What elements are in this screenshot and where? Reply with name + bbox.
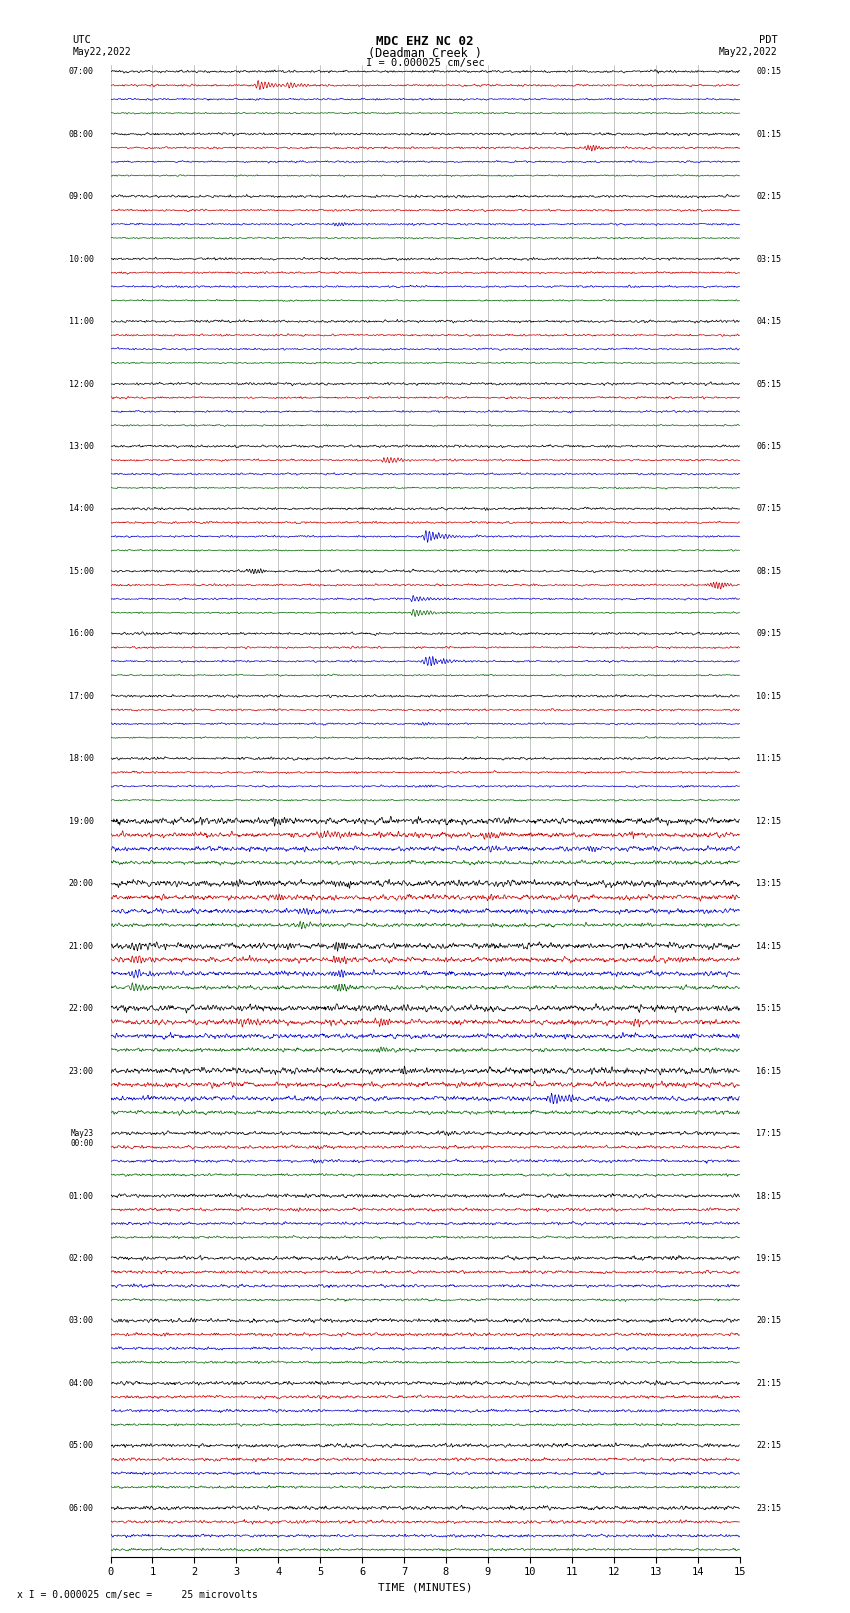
Text: 06:15: 06:15 (756, 442, 781, 452)
Text: 19:00: 19:00 (69, 816, 94, 826)
Text: 04:00: 04:00 (69, 1379, 94, 1387)
Text: 02:00: 02:00 (69, 1253, 94, 1263)
Text: 08:00: 08:00 (69, 129, 94, 139)
Text: 19:15: 19:15 (756, 1253, 781, 1263)
Text: 20:15: 20:15 (756, 1316, 781, 1326)
Text: 06:00: 06:00 (69, 1503, 94, 1513)
Text: 18:15: 18:15 (756, 1192, 781, 1200)
Text: 20:00: 20:00 (69, 879, 94, 889)
Text: 13:00: 13:00 (69, 442, 94, 452)
Text: May22,2022: May22,2022 (719, 47, 778, 56)
Text: x I = 0.000025 cm/sec =     25 microvolts: x I = 0.000025 cm/sec = 25 microvolts (17, 1590, 258, 1600)
X-axis label: TIME (MINUTES): TIME (MINUTES) (377, 1582, 473, 1592)
Text: 03:15: 03:15 (756, 255, 781, 263)
Text: 04:15: 04:15 (756, 318, 781, 326)
Text: 02:15: 02:15 (756, 192, 781, 202)
Text: May22,2022: May22,2022 (72, 47, 131, 56)
Text: 12:00: 12:00 (69, 379, 94, 389)
Text: 16:00: 16:00 (69, 629, 94, 639)
Text: 01:15: 01:15 (756, 129, 781, 139)
Text: 08:15: 08:15 (756, 566, 781, 576)
Text: 03:00: 03:00 (69, 1316, 94, 1326)
Text: UTC: UTC (72, 35, 91, 45)
Text: 22:15: 22:15 (756, 1442, 781, 1450)
Text: 17:00: 17:00 (69, 692, 94, 702)
Text: 09:00: 09:00 (69, 192, 94, 202)
Text: 09:15: 09:15 (756, 629, 781, 639)
Text: 18:00: 18:00 (69, 755, 94, 763)
Text: 14:15: 14:15 (756, 942, 781, 950)
Text: May23
00:00: May23 00:00 (71, 1129, 94, 1148)
Text: 05:15: 05:15 (756, 379, 781, 389)
Text: 07:00: 07:00 (69, 68, 94, 76)
Text: 12:15: 12:15 (756, 816, 781, 826)
Text: 07:15: 07:15 (756, 505, 781, 513)
Text: 11:15: 11:15 (756, 755, 781, 763)
Text: 15:15: 15:15 (756, 1005, 781, 1013)
Text: 00:15: 00:15 (756, 68, 781, 76)
Text: 01:00: 01:00 (69, 1192, 94, 1200)
Text: I = 0.000025 cm/sec: I = 0.000025 cm/sec (366, 58, 484, 68)
Text: MDC EHZ NC 02: MDC EHZ NC 02 (377, 35, 473, 48)
Text: 10:15: 10:15 (756, 692, 781, 702)
Text: 05:00: 05:00 (69, 1442, 94, 1450)
Text: 14:00: 14:00 (69, 505, 94, 513)
Text: 15:00: 15:00 (69, 566, 94, 576)
Text: 23:15: 23:15 (756, 1503, 781, 1513)
Text: 13:15: 13:15 (756, 879, 781, 889)
Text: (Deadman Creek ): (Deadman Creek ) (368, 47, 482, 60)
Text: 21:00: 21:00 (69, 942, 94, 950)
Text: 17:15: 17:15 (756, 1129, 781, 1139)
Text: 23:00: 23:00 (69, 1066, 94, 1076)
Text: 16:15: 16:15 (756, 1066, 781, 1076)
Text: 22:00: 22:00 (69, 1005, 94, 1013)
Text: 10:00: 10:00 (69, 255, 94, 263)
Text: 21:15: 21:15 (756, 1379, 781, 1387)
Text: 11:00: 11:00 (69, 318, 94, 326)
Text: PDT: PDT (759, 35, 778, 45)
